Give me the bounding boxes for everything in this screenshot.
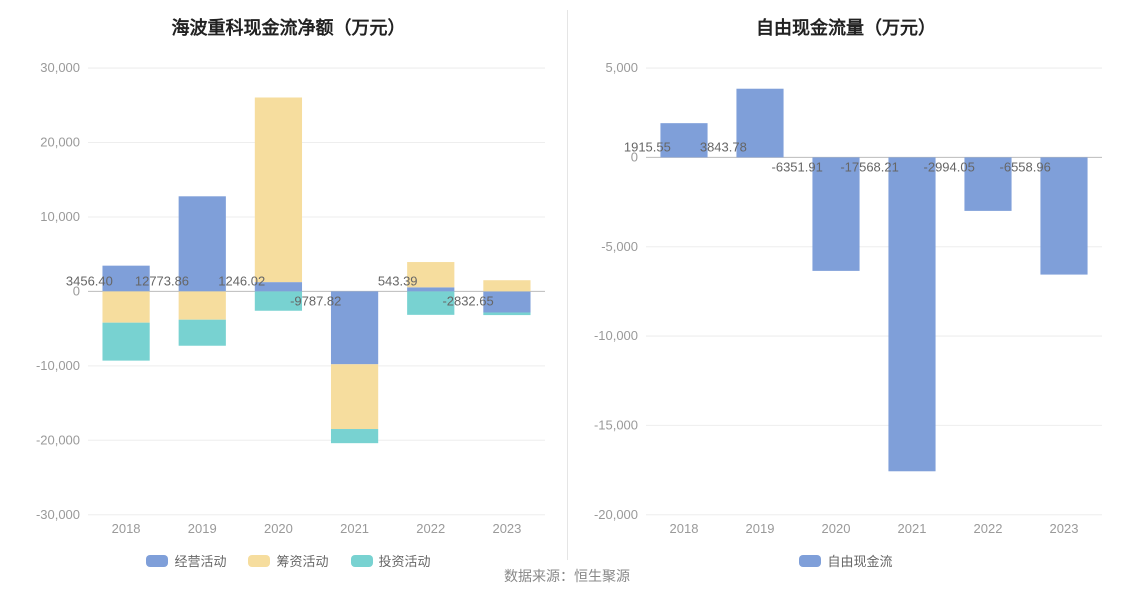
bar-financing bbox=[102, 291, 149, 322]
bar-fcf bbox=[1040, 157, 1087, 274]
data-label: -6558.96 bbox=[1000, 159, 1051, 174]
data-label: 3843.78 bbox=[700, 139, 747, 154]
svg-text:2019: 2019 bbox=[746, 521, 775, 536]
data-label: 1246.02 bbox=[218, 273, 265, 288]
bar-fcf bbox=[888, 157, 935, 471]
svg-text:-5,000: -5,000 bbox=[601, 239, 638, 254]
legend-label: 经营活动 bbox=[174, 551, 226, 570]
legend-label: 自由现金流 bbox=[827, 551, 892, 570]
svg-text:-10,000: -10,000 bbox=[36, 358, 80, 373]
svg-text:30,000: 30,000 bbox=[40, 62, 80, 75]
svg-text:2023: 2023 bbox=[1050, 521, 1079, 536]
legend-item-operating: 经营活动 bbox=[146, 551, 226, 570]
bar-investing bbox=[331, 429, 378, 443]
legend-swatch bbox=[799, 555, 821, 567]
legend-label: 筹资活动 bbox=[276, 551, 328, 570]
svg-text:2022: 2022 bbox=[974, 521, 1003, 536]
free-cashflow-legend: 自由现金流 bbox=[578, 541, 1114, 584]
legend-item-fcf: 自由现金流 bbox=[799, 551, 892, 570]
data-label: -2832.65 bbox=[442, 293, 493, 308]
cashflow-net-chart-title: 海波重科现金流净额（万元） bbox=[20, 10, 557, 62]
bar-financing bbox=[331, 364, 378, 429]
svg-text:2023: 2023 bbox=[492, 521, 521, 536]
free-cashflow-chart-panel: 自由现金流量（万元） -20,000-15,000-10,000-5,00005… bbox=[567, 10, 1124, 560]
svg-text:-15,000: -15,000 bbox=[594, 417, 638, 432]
svg-text:2019: 2019 bbox=[188, 521, 217, 536]
data-label: -9787.82 bbox=[290, 293, 341, 308]
svg-text:2022: 2022 bbox=[416, 521, 445, 536]
data-label: 1915.55 bbox=[624, 139, 671, 154]
svg-text:-20,000: -20,000 bbox=[36, 432, 80, 447]
cashflow-net-chart-panel: 海波重科现金流净额（万元） -30,000-20,000-10,000010,0… bbox=[10, 10, 567, 560]
svg-text:10,000: 10,000 bbox=[40, 209, 80, 224]
svg-text:-20,000: -20,000 bbox=[594, 507, 638, 522]
charts-row: 海波重科现金流净额（万元） -30,000-20,000-10,000010,0… bbox=[0, 0, 1134, 560]
legend-swatch bbox=[248, 555, 270, 567]
cashflow-net-plot: -30,000-20,000-10,000010,00020,00030,000… bbox=[20, 62, 557, 541]
legend-swatch bbox=[146, 555, 168, 567]
free-cashflow-plot: -20,000-15,000-10,000-5,00005,0002018201… bbox=[578, 62, 1114, 541]
svg-text:2021: 2021 bbox=[898, 521, 927, 536]
data-label: 12773.86 bbox=[135, 273, 189, 288]
svg-text:2020: 2020 bbox=[822, 521, 851, 536]
svg-text:2018: 2018 bbox=[112, 521, 141, 536]
svg-text:2020: 2020 bbox=[264, 521, 293, 536]
svg-text:2018: 2018 bbox=[670, 521, 699, 536]
legend-label: 投资活动 bbox=[379, 551, 431, 570]
legend-item-investing: 投资活动 bbox=[351, 551, 431, 570]
svg-text:20,000: 20,000 bbox=[40, 134, 80, 149]
svg-text:2021: 2021 bbox=[340, 521, 369, 536]
legend-item-financing: 筹资活动 bbox=[248, 551, 328, 570]
data-label: 3456.40 bbox=[66, 273, 113, 288]
data-label: -6351.91 bbox=[772, 159, 823, 174]
bar-financing bbox=[483, 280, 530, 291]
data-label: -2994.05 bbox=[924, 159, 975, 174]
bar-investing bbox=[102, 323, 149, 361]
svg-text:5,000: 5,000 bbox=[606, 62, 638, 75]
bar-investing bbox=[179, 320, 226, 346]
bar-financing bbox=[255, 97, 302, 282]
bar-financing bbox=[179, 291, 226, 319]
legend-swatch bbox=[351, 555, 373, 567]
svg-text:-10,000: -10,000 bbox=[594, 328, 638, 343]
data-label: -17568.21 bbox=[840, 159, 898, 174]
bar-investing bbox=[483, 312, 530, 315]
svg-text:-30,000: -30,000 bbox=[36, 507, 80, 522]
free-cashflow-chart-title: 自由现金流量（万元） bbox=[578, 10, 1114, 62]
cashflow-net-legend: 经营活动 筹资活动 投资活动 bbox=[20, 541, 557, 584]
data-label: 543.39 bbox=[378, 273, 418, 288]
